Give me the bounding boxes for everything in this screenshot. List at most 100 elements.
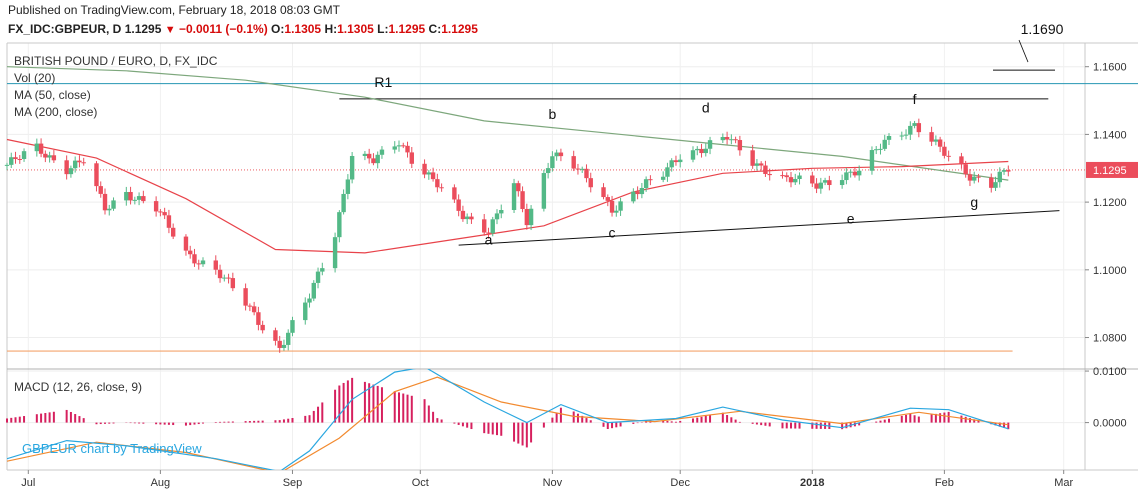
x-tick-label: Jul xyxy=(21,477,35,489)
candle-body xyxy=(486,232,491,234)
candle-body xyxy=(34,143,40,152)
candle-body xyxy=(200,260,206,265)
candle-body xyxy=(230,278,236,289)
candle-body xyxy=(153,201,159,212)
macd-line xyxy=(7,369,1009,470)
candle-body xyxy=(886,136,892,140)
annotation-c: c xyxy=(609,225,616,241)
candle-body xyxy=(303,302,308,321)
candle-body xyxy=(9,157,14,165)
ma200-path xyxy=(6,66,1009,181)
candle-body xyxy=(371,158,376,164)
close-label: C: xyxy=(428,22,442,36)
candle-body xyxy=(162,212,167,216)
candle-body xyxy=(937,139,943,147)
candle-body xyxy=(793,179,798,183)
candle-body xyxy=(856,170,862,176)
symbol[interactable]: FX_IDC:GBPEUR, D xyxy=(8,22,122,36)
candle-body xyxy=(192,254,197,264)
candle-body xyxy=(754,163,760,166)
signal-line xyxy=(7,376,1009,470)
candle-body xyxy=(213,260,218,270)
candle-body xyxy=(524,208,530,226)
target-label: 1.1690 xyxy=(1021,21,1064,37)
candle-body xyxy=(584,168,589,179)
candle-body xyxy=(183,236,189,251)
candle-body xyxy=(844,172,849,181)
candle-body xyxy=(111,200,116,209)
candle-body xyxy=(580,168,585,170)
candle-body xyxy=(571,156,576,169)
candle-body xyxy=(660,176,666,180)
x-tick-label: Aug xyxy=(151,477,171,489)
candle-body xyxy=(601,187,606,198)
candle-body xyxy=(102,193,108,211)
open-value: 1.1305 xyxy=(284,22,322,36)
candle-body xyxy=(720,137,726,141)
published-line: Published on TradingView.com, February 1… xyxy=(8,3,340,17)
candle-body xyxy=(136,196,142,200)
candle-body xyxy=(405,145,410,153)
candle-body xyxy=(286,332,291,345)
candle-body xyxy=(673,160,679,163)
y-tick-label: 1.0800 xyxy=(1093,333,1127,345)
candle-body xyxy=(643,179,649,188)
chart-frame xyxy=(6,42,1138,471)
candle-body xyxy=(528,208,534,226)
candle-body xyxy=(669,160,674,168)
candle-body xyxy=(332,237,338,269)
candle-body xyxy=(337,212,342,238)
candle-body xyxy=(247,305,253,307)
candles xyxy=(4,118,1011,353)
candle-body xyxy=(899,135,904,137)
support-trendline xyxy=(458,210,1060,246)
x-tick-label: Dec xyxy=(670,477,690,489)
y-tick-label: 1.1200 xyxy=(1093,197,1127,209)
candle-body xyxy=(68,168,74,175)
candle-body xyxy=(307,298,312,303)
candle-body xyxy=(349,155,355,180)
candle-body xyxy=(1001,170,1007,172)
candle-body xyxy=(452,187,457,200)
annotations: a b c d e f g R1 xyxy=(374,74,978,248)
candle-body xyxy=(196,263,201,265)
candle-body xyxy=(494,213,500,220)
candle-body xyxy=(639,187,645,195)
candle-body xyxy=(822,180,828,183)
watermark: GBPEUR chart by TradingView xyxy=(22,441,202,456)
candle-body xyxy=(788,177,794,183)
candle-body xyxy=(575,168,581,170)
candle-body xyxy=(256,312,261,325)
candle-body xyxy=(128,191,133,201)
candle-body xyxy=(609,200,615,213)
open-label: O: xyxy=(271,22,285,36)
close-value: 1.1295 xyxy=(441,22,478,36)
indicator-vol: Vol (20) xyxy=(14,71,55,85)
low-label: L: xyxy=(377,22,389,36)
candle-body xyxy=(972,176,977,181)
candle-body xyxy=(976,176,981,178)
macd-title: MACD (12, 26, close, 9) xyxy=(14,380,142,394)
candle-body xyxy=(631,191,636,202)
candle-body xyxy=(605,197,610,201)
candle-body xyxy=(993,182,998,188)
candle-body xyxy=(648,179,653,181)
target-pointer xyxy=(1018,39,1029,63)
candle-body xyxy=(967,174,973,181)
ma50-line xyxy=(6,138,1009,254)
candle-body xyxy=(392,146,397,150)
candle-body xyxy=(916,123,922,133)
candle-body xyxy=(550,156,555,169)
low-value: 1.1295 xyxy=(388,22,426,36)
pane-title: BRITISH POUND / EURO, D, FX_IDC xyxy=(14,54,218,68)
candle-body xyxy=(724,137,730,140)
macd-y-tick-label: 0.0000 xyxy=(1093,418,1127,430)
candle-body xyxy=(690,150,696,160)
indicator-ma50: MA (50, close) xyxy=(14,88,91,102)
candle-body xyxy=(290,320,295,333)
candle-body xyxy=(396,145,402,147)
candle-body xyxy=(989,177,994,188)
candle-body xyxy=(460,210,466,220)
candle-body xyxy=(81,162,86,164)
